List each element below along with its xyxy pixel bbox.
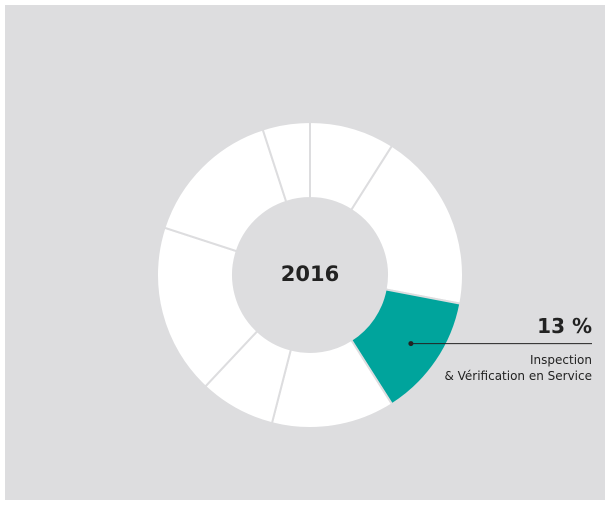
value-label: 13 % [537, 313, 592, 338]
donut-segment [156, 226, 259, 388]
donut-segment [261, 120, 311, 204]
donut-segment [349, 144, 464, 305]
center-label: 2016 [281, 262, 339, 286]
leader-dot [408, 341, 414, 347]
category-label: Inspection & Vérification en Service [444, 352, 592, 383]
